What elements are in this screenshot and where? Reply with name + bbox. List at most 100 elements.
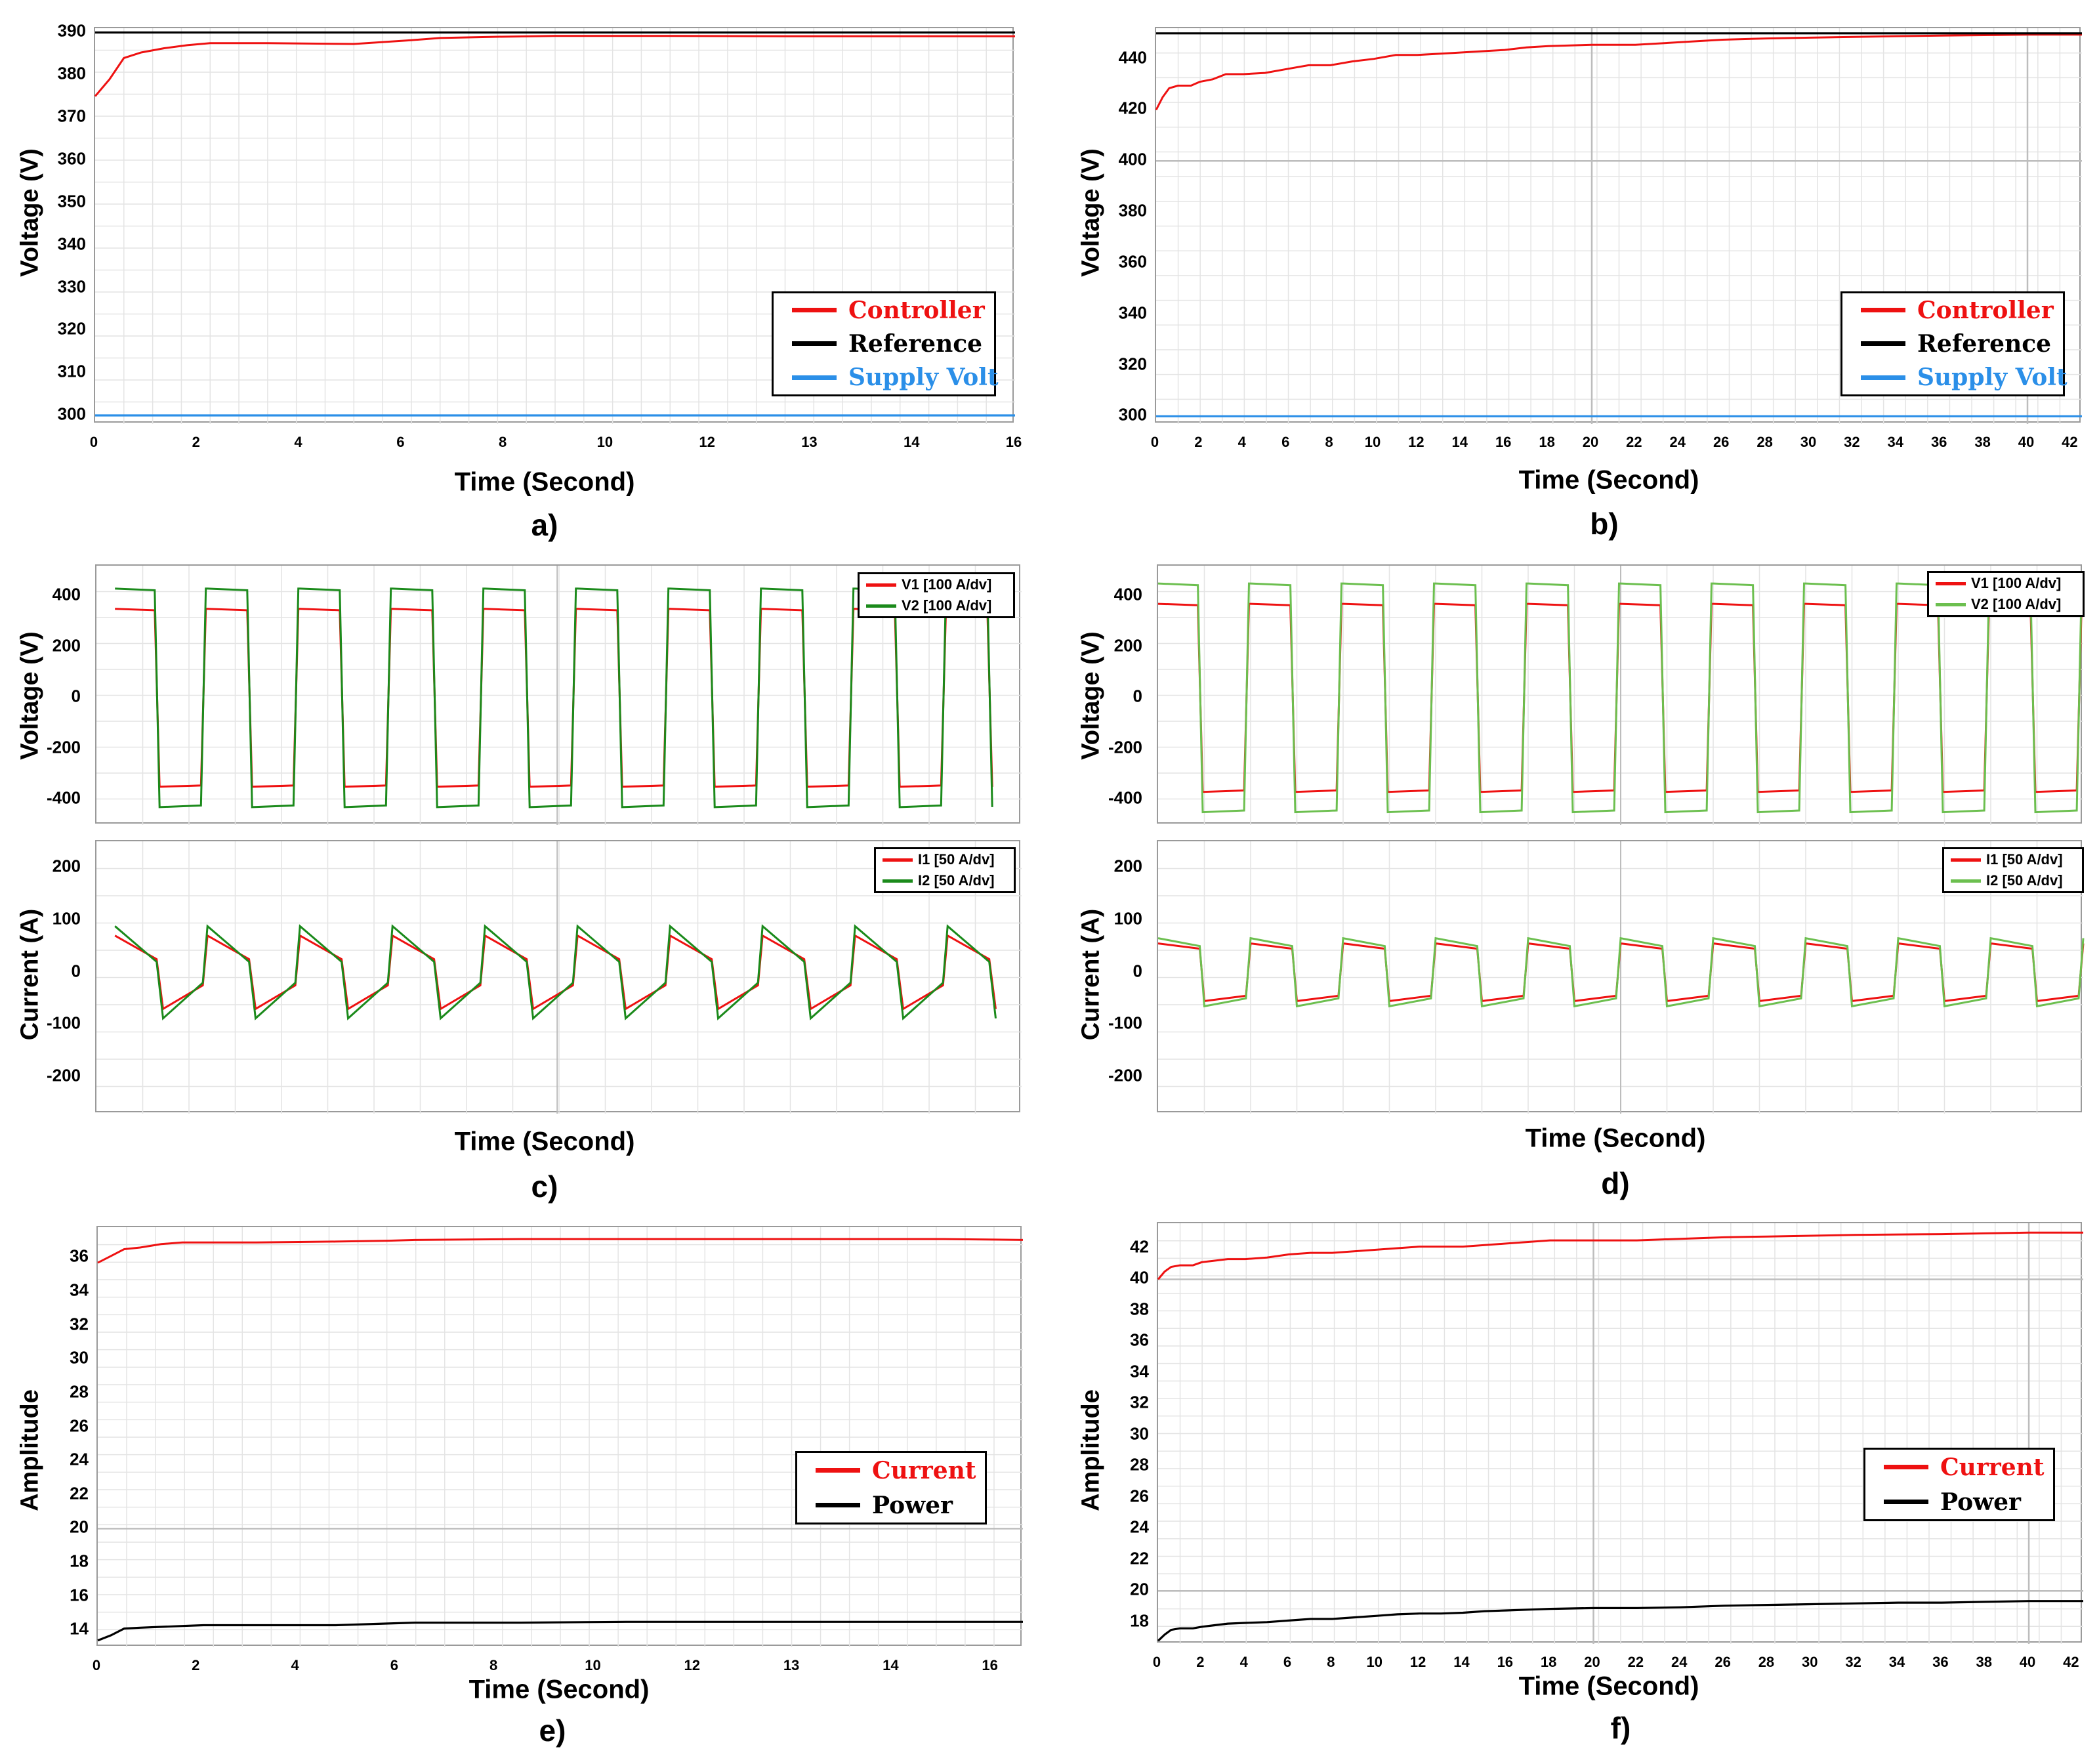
x-tick-label: 20 — [1584, 1654, 1600, 1670]
y-tick-label: 200 — [1113, 856, 1142, 876]
legend-item: Reference — [774, 327, 982, 360]
waveform-v2 — [1157, 582, 2083, 814]
legend-a-legend: Controller Reference Supply Volt — [772, 291, 999, 396]
y-tick-label: 32 — [70, 1314, 89, 1334]
legend-item: V1 [100 A/dv] — [1929, 573, 2061, 594]
x-tick-label: 26 — [1713, 434, 1730, 450]
x-tick-label: 40 — [2019, 1654, 2036, 1670]
y-tick-label: -200 — [46, 1065, 81, 1085]
panel-label: d) — [1601, 1166, 1630, 1200]
x-tick-label: 36 — [1930, 434, 1947, 450]
y-tick-label: 200 — [1113, 635, 1142, 656]
y-tick-label: 380 — [1118, 200, 1147, 220]
y-tick-label: 36 — [70, 1246, 89, 1266]
legend-item: I2 [50 A/dv] — [876, 870, 995, 891]
y-tick-label: 14 — [70, 1618, 89, 1639]
x-tick-label: 28 — [1756, 434, 1773, 450]
y-tick-label: 30 — [70, 1347, 89, 1368]
x-axis-title: Time (Second) — [468, 1675, 650, 1704]
x-tick-label: 22 — [1626, 434, 1642, 450]
y-tick-label: 28 — [1130, 1454, 1149, 1475]
legend-item: Controller — [774, 293, 985, 327]
series-line-power — [97, 1620, 1023, 1642]
y-tick-label: 100 — [1113, 908, 1142, 929]
y-axis-title: Voltage (V) — [16, 148, 44, 277]
panel-label: f) — [1610, 1711, 1631, 1745]
series-line-current — [97, 1238, 1024, 1264]
legend-item: V2 [100 A/dv] — [1929, 594, 2061, 615]
panel-label: c) — [531, 1169, 558, 1204]
y-tick-label: 200 — [52, 856, 81, 876]
legend-swatch — [792, 308, 837, 313]
y-axis-title: Voltage (V) — [16, 631, 44, 760]
legend-label: I1 [50 A/dv] — [918, 851, 995, 868]
x-tick-label: 2 — [1196, 1654, 1205, 1670]
legend-d-0-legend: V1 [100 A/dv] V2 [100 A/dv] — [1927, 571, 2085, 617]
x-tick-label: 12 — [699, 434, 715, 450]
legend-label: I1 [50 A/dv] — [1986, 851, 2063, 868]
y-tick-label: 360 — [57, 148, 86, 169]
legend-item: Controller — [1842, 293, 2054, 327]
x-tick-label: 16 — [982, 1657, 998, 1673]
plot-area-c-1 — [95, 840, 1022, 1114]
y-tick-label: 320 — [1118, 354, 1147, 374]
legend-swatch — [816, 1468, 860, 1473]
y-tick-label: 300 — [57, 404, 86, 424]
legend-item: Power — [1865, 1484, 2021, 1519]
waveform-i2 — [1157, 936, 2085, 1008]
plot-area-d-1 — [1157, 840, 2085, 1114]
x-tick-label: 10 — [585, 1657, 601, 1673]
x-tick-label: 6 — [1283, 1654, 1292, 1670]
y-tick-label: 18 — [1130, 1610, 1149, 1631]
x-tick-label: 4 — [1239, 1654, 1248, 1670]
x-tick-label: 16 — [1497, 1654, 1514, 1670]
y-tick-label: 200 — [52, 635, 81, 656]
x-tick-label: 10 — [1364, 434, 1381, 450]
x-tick-label: 6 — [1281, 434, 1290, 450]
plot-area-b-svg — [1155, 28, 2082, 424]
y-tick-label: 0 — [1133, 961, 1142, 981]
y-tick-label: 0 — [71, 961, 81, 981]
y-tick-label: 38 — [1130, 1299, 1149, 1319]
series-line-current — [1157, 1231, 2083, 1280]
y-tick-label: 0 — [1133, 686, 1142, 706]
legend-label: Power — [872, 1491, 953, 1519]
legend-swatch — [1951, 879, 1981, 883]
plot-area-f-svg — [1157, 1223, 2083, 1644]
legend-swatch — [1884, 1500, 1928, 1504]
x-tick-label: 14 — [1451, 434, 1468, 450]
x-tick-label: 12 — [684, 1657, 701, 1673]
x-tick-label: 24 — [1671, 1654, 1688, 1670]
legend-swatch — [816, 1503, 860, 1507]
x-tick-label: 10 — [596, 434, 613, 450]
y-tick-label: 30 — [1130, 1423, 1149, 1444]
legend-b-legend: Controller Reference Supply Volt — [1840, 291, 2068, 396]
legend-label: Reference — [848, 329, 983, 358]
waveform-v1 — [115, 608, 993, 788]
x-tick-label: 8 — [1325, 434, 1333, 450]
x-tick-label: 32 — [1845, 1654, 1861, 1670]
x-tick-label: 32 — [1844, 434, 1860, 450]
legend-swatch — [1884, 1465, 1928, 1469]
legend-label: V1 [100 A/dv] — [1971, 575, 2062, 591]
waveform-i2 — [114, 924, 997, 1020]
y-tick-label: -100 — [1108, 1013, 1142, 1033]
x-tick-label: 0 — [92, 1657, 101, 1673]
legend-swatch — [866, 604, 896, 608]
legend-label: Supply Volt — [1917, 364, 2068, 392]
y-tick-label: 340 — [1118, 303, 1147, 323]
panel-label: e) — [539, 1713, 566, 1748]
legend-label: Power — [1940, 1488, 2021, 1516]
x-tick-label: 40 — [2018, 434, 2035, 450]
x-tick-label: 38 — [1976, 1654, 1992, 1670]
legend-label: Current — [872, 1456, 976, 1484]
y-tick-label: -200 — [1108, 1065, 1142, 1085]
legend-item: V1 [100 A/dv] — [860, 574, 991, 595]
x-tick-label: 16 — [1495, 434, 1512, 450]
legend-swatch — [1861, 341, 1905, 346]
y-tick-label: 380 — [57, 63, 86, 83]
y-tick-label: 34 — [70, 1280, 89, 1300]
plot-area-e-svg — [97, 1227, 1024, 1647]
y-tick-label: 24 — [1130, 1517, 1149, 1537]
x-tick-label: 36 — [1932, 1654, 1949, 1670]
